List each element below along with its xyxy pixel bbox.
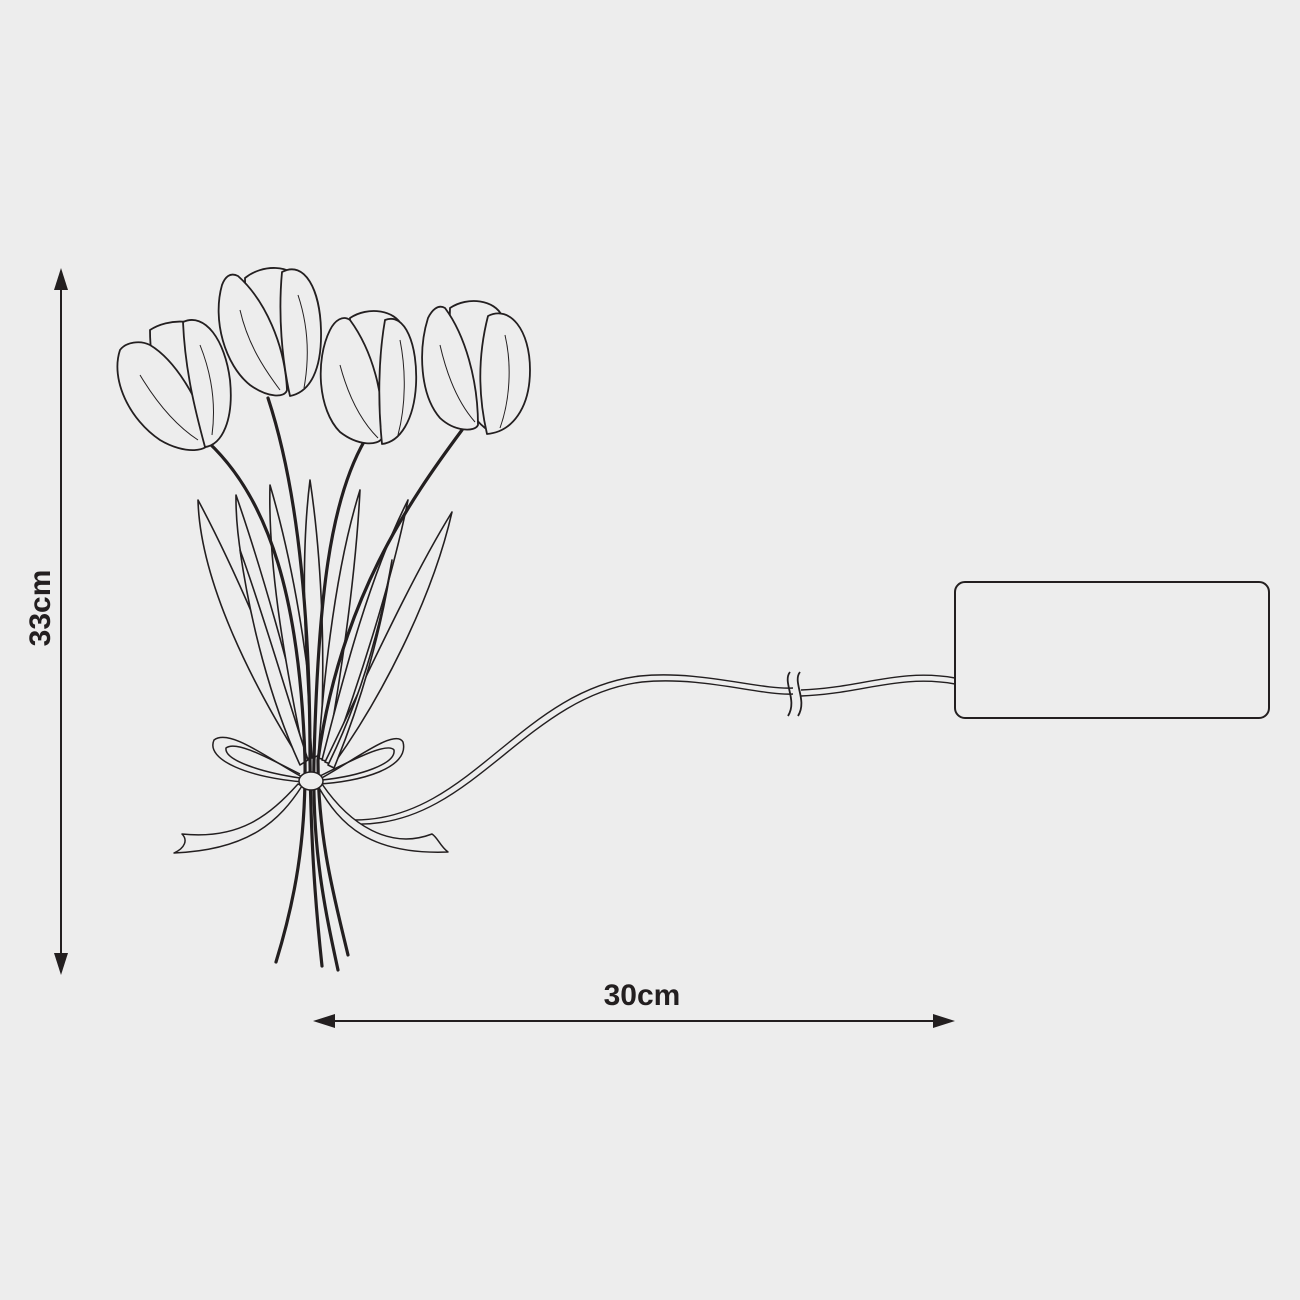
stem	[266, 396, 324, 968]
petal-vein	[339, 364, 379, 439]
tulip-blooms	[116, 267, 531, 452]
cable-wire	[354, 674, 794, 821]
petal-vein	[439, 344, 476, 423]
stems	[206, 396, 464, 972]
width-arrow-left	[313, 1014, 335, 1028]
leaf	[317, 489, 361, 761]
stem	[206, 440, 307, 964]
leaf	[239, 549, 309, 766]
petal-vein	[199, 344, 214, 436]
height-arrow-top	[54, 268, 68, 290]
cable-wire	[800, 680, 956, 697]
ribbon-bow	[173, 736, 449, 854]
bow-loop-left-inner	[225, 745, 301, 779]
petal	[182, 319, 232, 448]
stem	[316, 428, 464, 957]
cable-wire	[357, 680, 794, 825]
height-dimension	[54, 268, 68, 975]
width-dimension	[313, 1014, 955, 1028]
bow-knot	[298, 771, 324, 791]
tulip-bloom-1	[116, 319, 232, 452]
bow-tail-left	[173, 783, 303, 854]
cable-break-mark	[796, 671, 803, 717]
petal	[421, 305, 479, 431]
petal-vein	[397, 339, 405, 436]
tulip-bloom-2	[217, 267, 322, 397]
petal	[479, 312, 531, 435]
leaf	[321, 499, 409, 763]
tulip-bloom-3	[319, 310, 418, 445]
petal-vein	[139, 374, 199, 441]
bow-tail-right	[317, 783, 449, 853]
petal-vein	[499, 334, 510, 429]
petal-vein	[239, 309, 281, 391]
stem	[312, 438, 367, 972]
width-label: 30cm	[604, 979, 681, 1012]
width-arrow-right	[933, 1014, 955, 1028]
cable-break-mark	[786, 671, 793, 717]
tulip-bloom-4	[421, 300, 531, 435]
cable-wire	[800, 674, 956, 691]
battery-box	[954, 581, 1270, 719]
petal-vein	[297, 294, 308, 389]
bow-loop-right-inner	[319, 747, 395, 781]
height-label: 33cm	[24, 570, 57, 647]
petal	[217, 273, 288, 397]
leaf	[327, 559, 393, 769]
leaves	[197, 479, 453, 769]
bow-loop-left	[212, 736, 305, 783]
petal	[378, 317, 418, 445]
petal	[279, 268, 322, 397]
power-cable	[354, 671, 956, 825]
height-arrow-bottom	[54, 953, 68, 975]
